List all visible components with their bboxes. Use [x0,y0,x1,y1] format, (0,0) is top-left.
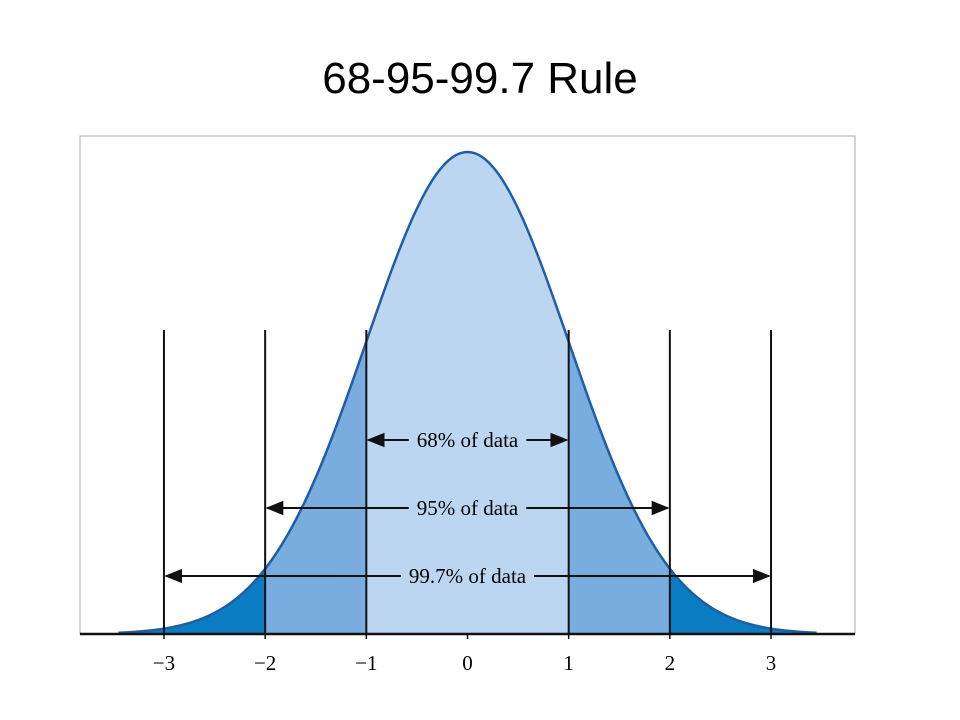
chart-title: 68-95-99.7 Rule [322,54,638,103]
x-tick-label: −3 [153,651,175,675]
x-tick-label: 0 [462,651,473,675]
label-background [408,427,527,453]
normal-curve [118,150,817,634]
range-label: 68% of data [417,428,519,452]
label-background [400,563,535,589]
range-label: 99.7% of data [409,564,527,588]
band-area [366,152,569,634]
x-tick-label: −2 [254,651,276,675]
label-background [408,495,527,521]
x-tick-label: 1 [563,651,574,675]
x-tick-label: −1 [355,651,377,675]
x-tick-label: 3 [766,651,777,675]
x-tick-label: 2 [665,651,676,675]
range-label: 95% of data [417,496,519,520]
